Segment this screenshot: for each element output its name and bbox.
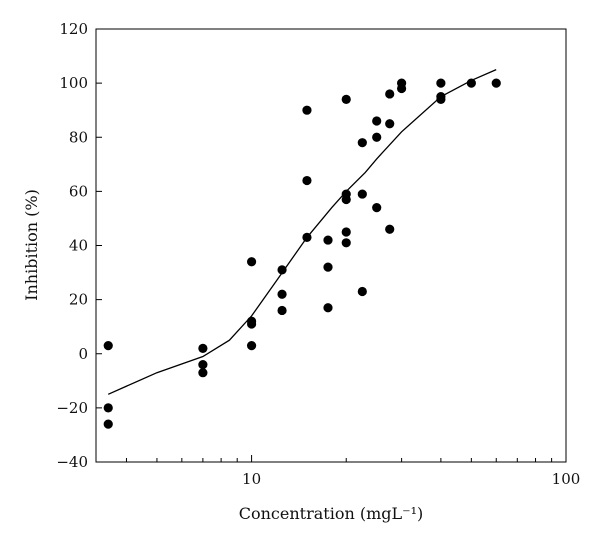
y-tick-label: −40 <box>56 453 88 471</box>
data-point <box>302 105 312 115</box>
data-point <box>372 116 382 126</box>
data-point <box>323 262 333 272</box>
data-point <box>357 189 367 199</box>
data-point <box>246 341 257 351</box>
y-axis-title: Inhibition (%) <box>22 189 41 301</box>
data-point <box>436 78 446 88</box>
data-point <box>323 235 333 245</box>
y-axis: −40 −20 0 20 40 60 80 100 120 <box>56 20 102 471</box>
x-axis: 10 100 <box>125 455 581 488</box>
y-tick-label: 80 <box>69 128 88 146</box>
x-tick-label: 10 <box>242 470 261 488</box>
data-point <box>385 89 395 99</box>
data-point <box>372 203 382 213</box>
plot-area-frame <box>95 28 567 463</box>
series-layer <box>103 69 501 429</box>
y-tick-label: 60 <box>69 182 88 200</box>
data-point <box>323 303 333 313</box>
data-point <box>357 138 367 148</box>
data-point <box>277 265 287 275</box>
data-point <box>372 132 382 142</box>
data-point <box>103 341 113 351</box>
y-tick-label: 120 <box>59 20 88 38</box>
data-point <box>341 194 351 205</box>
data-point <box>302 175 312 186</box>
data-point <box>198 368 208 378</box>
data-point <box>198 359 208 370</box>
data-point <box>397 83 407 94</box>
data-point <box>277 305 287 316</box>
data-point <box>436 94 446 104</box>
data-point <box>491 78 501 88</box>
y-tick-label: 40 <box>69 237 88 255</box>
data-point <box>277 289 287 299</box>
data-point <box>385 119 395 129</box>
data-point <box>198 343 208 353</box>
y-tick-label: 100 <box>59 74 88 92</box>
data-point <box>341 238 351 248</box>
data-point <box>385 224 395 234</box>
x-axis-title: Concentration (mgL⁻¹) <box>239 504 423 523</box>
data-point <box>341 94 351 104</box>
y-tick-label: 20 <box>69 291 88 309</box>
y-tick-label: −20 <box>56 399 88 417</box>
data-point <box>103 419 113 429</box>
data-point <box>246 319 257 329</box>
data-point <box>341 227 351 237</box>
data-point <box>466 78 476 88</box>
data-point <box>103 403 113 413</box>
data-point <box>357 286 367 297</box>
y-tick-label: 0 <box>78 345 88 363</box>
data-point <box>246 257 257 267</box>
x-tick-label: 100 <box>552 470 581 488</box>
fitted-curve <box>107 69 497 395</box>
